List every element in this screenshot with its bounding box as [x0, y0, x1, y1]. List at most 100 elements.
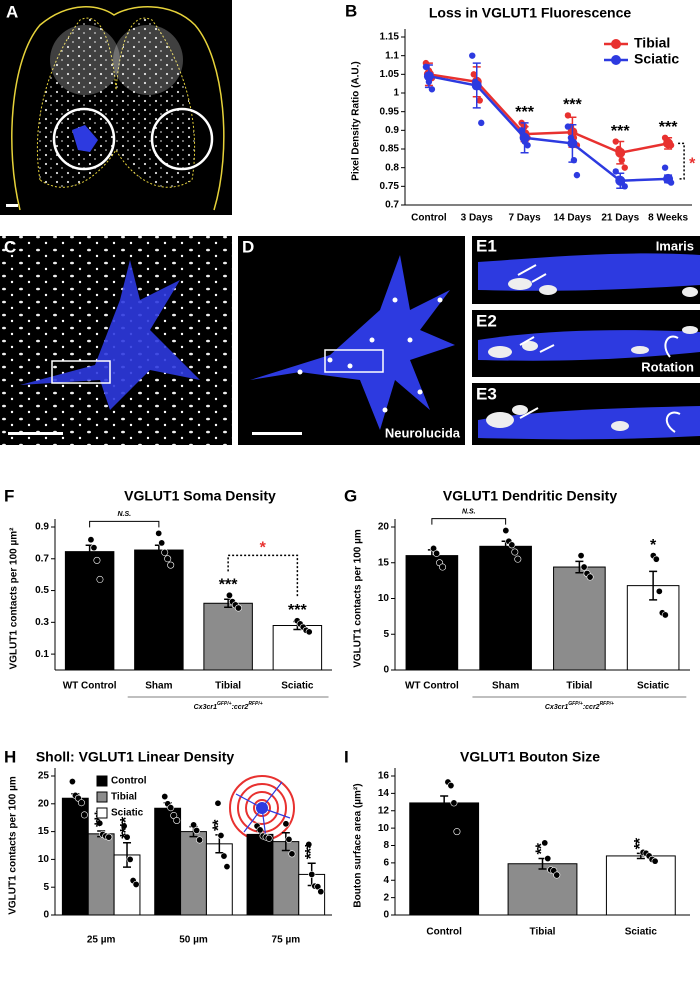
y-axis-label: VGLUT1 contacts per 100 µm: [353, 529, 364, 668]
data-point: [314, 883, 322, 891]
x-tick-label: 8 Weeks: [648, 213, 688, 224]
line-point: [615, 147, 626, 158]
bar: [507, 863, 578, 916]
group-label-part: :ccr2: [232, 704, 249, 711]
y-tick-label: 15: [378, 557, 390, 568]
data-point: [170, 811, 178, 819]
x-tick-label: 50 µm: [179, 935, 208, 946]
data-point: [96, 575, 104, 583]
data-point: [652, 555, 660, 563]
y-tick-label: 20: [38, 798, 50, 809]
group-label: Cx3cr1GFP/+:ccr2RFP/+: [194, 701, 263, 711]
y-tick-label: 15: [38, 826, 50, 837]
y-tick-label: 20: [378, 522, 390, 533]
group-label-part: RFP/+: [248, 701, 262, 707]
data-point: [439, 563, 447, 571]
data-point: [167, 804, 175, 812]
y-tick-label: 2: [383, 892, 389, 903]
y-tick-label: 1.1: [385, 50, 399, 61]
x-tick-label: WT Control: [405, 681, 459, 692]
bracket-label: N.S.: [117, 511, 131, 518]
significance-label: ***: [659, 119, 678, 136]
y-tick-label: 0.1: [35, 649, 49, 660]
y-tick-label: 16: [378, 771, 390, 782]
image-panel-e: E1 Imaris E2 Rotation E3: [472, 236, 700, 445]
data-point: [193, 826, 201, 834]
chart-title: Loss in VGLUT1 Fluorescence: [429, 5, 631, 21]
panel-letter: B: [345, 1, 357, 20]
x-tick-label: 14 Days: [554, 213, 592, 224]
image-panel-c: C: [0, 236, 232, 445]
y-tick-label: 0.3: [35, 617, 49, 628]
data-point: [502, 527, 510, 535]
y-tick-label: 0.9: [385, 125, 399, 136]
data-point: [433, 549, 441, 557]
data-point: [87, 536, 95, 544]
data-point: [422, 63, 430, 71]
data-point: [93, 556, 101, 564]
data-point: [155, 529, 163, 537]
group-label-part: Cx3cr1: [194, 704, 217, 711]
significance-label: ***: [303, 842, 320, 859]
legend-marker: [611, 55, 621, 65]
y-tick-label: 12: [378, 805, 390, 816]
data-point: [223, 863, 231, 871]
data-point: [220, 852, 228, 860]
data-point: [524, 142, 531, 149]
panel-letter: D: [242, 237, 254, 256]
significance-label: **: [534, 842, 551, 854]
chart-title: VGLUT1 Bouton Size: [460, 749, 600, 765]
data-point: [621, 164, 628, 171]
data-point: [564, 123, 572, 130]
legend-swatch: [96, 775, 108, 787]
data-point: [470, 71, 477, 78]
panel-letter: E2: [476, 311, 497, 330]
data-point: [282, 820, 290, 828]
error-bar: [123, 841, 132, 868]
data-point: [161, 793, 169, 801]
data-point: [453, 828, 461, 836]
image-panel-a: A: [0, 0, 232, 215]
error-bar: [649, 570, 658, 601]
data-point: [196, 836, 204, 844]
line-point: [663, 173, 674, 184]
panel-letter: F: [4, 486, 14, 505]
data-point: [161, 548, 169, 556]
bar: [479, 545, 532, 671]
legend-label: Tibial: [634, 35, 670, 51]
bracket-label: N.S.: [462, 508, 476, 515]
line-point: [519, 132, 530, 143]
data-point: [190, 821, 198, 829]
group-label-part: Cx3cr1: [545, 704, 568, 711]
y-tick-label: 0.85: [380, 144, 400, 155]
data-point: [285, 835, 293, 843]
data-point: [612, 138, 619, 145]
data-point: [661, 611, 669, 619]
legend-marker: [611, 39, 621, 49]
data-point: [167, 561, 175, 569]
significance-label: **: [211, 819, 228, 831]
data-point: [564, 112, 572, 119]
x-tick-label: Control: [426, 927, 462, 938]
y-tick-label: 0.75: [380, 181, 400, 192]
data-point: [317, 888, 325, 896]
group-label: Cx3cr1GFP/+:ccr2RFP/+: [545, 701, 614, 711]
panel-letter: I: [344, 747, 349, 766]
bar: [605, 855, 676, 916]
x-tick-label: Tibial: [566, 681, 592, 692]
data-point: [655, 587, 663, 595]
bar: [180, 831, 207, 916]
y-tick-label: 0.8: [385, 162, 399, 173]
data-point: [234, 604, 242, 612]
data-point: [514, 555, 522, 563]
y-tick-label: 10: [378, 593, 390, 604]
data-point: [256, 826, 264, 834]
y-tick-label: 5: [43, 882, 49, 893]
y-tick-label: 0.95: [380, 106, 400, 117]
bracket-label: *: [260, 540, 267, 557]
data-point: [428, 86, 436, 93]
bar: [409, 802, 480, 916]
